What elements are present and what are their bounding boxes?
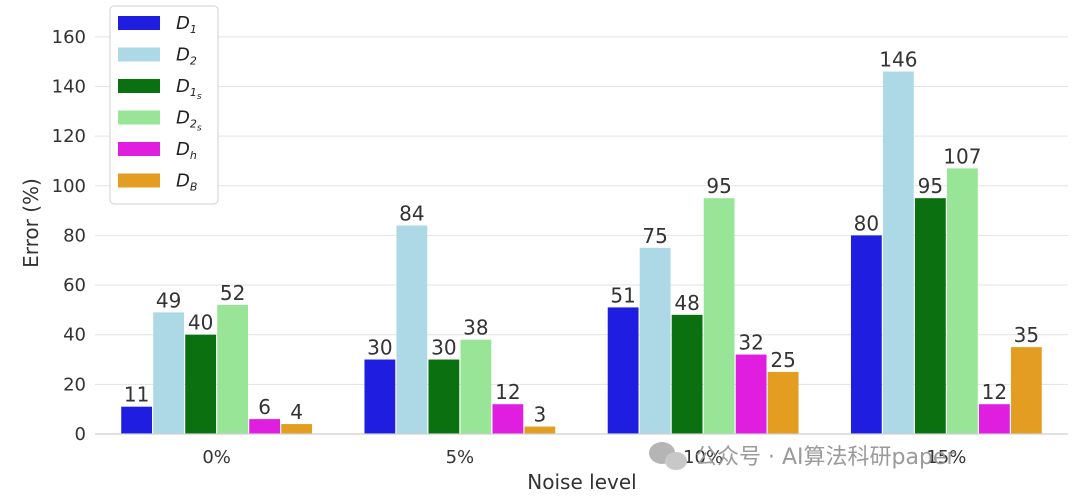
bar-value-label: 51 [610, 283, 635, 307]
watermark: 公众号 · AI算法科研paper [649, 442, 956, 470]
bar-value-label: 25 [770, 348, 795, 372]
bar [364, 359, 396, 434]
bar [978, 404, 1010, 434]
bar-value-label: 30 [367, 336, 392, 360]
bar [281, 424, 313, 434]
bar-value-label: 49 [156, 288, 181, 312]
bar [850, 235, 882, 434]
bar-value-label: 52 [220, 281, 245, 305]
bar [153, 312, 185, 434]
watermark-text: 公众号 · AI算法科研paper [695, 445, 956, 470]
x-tick-label: 15% [926, 447, 966, 468]
bar [492, 404, 524, 434]
bar-value-label: 146 [879, 48, 917, 72]
bar [946, 168, 978, 434]
bar [767, 371, 799, 434]
bar [428, 359, 460, 434]
bar-value-label: 11 [124, 383, 149, 407]
bar-labels-group: 11 49 40 52 6 4 30 84 30 38 12 3 51 75 48 95 32 25 80 146 95… [124, 48, 1039, 427]
y-tick-label: 120 [52, 126, 86, 147]
bar [671, 314, 703, 434]
wechat-icon [649, 442, 687, 470]
y-tick-label: 20 [63, 374, 86, 395]
bar-value-label: 48 [674, 291, 699, 315]
bar [1010, 347, 1042, 434]
x-tick-label: 5% [446, 447, 475, 468]
y-tick-label: 100 [52, 176, 86, 197]
bar-value-label: 95 [706, 174, 731, 198]
bar-value-label: 84 [399, 201, 424, 225]
bar-value-label: 38 [463, 316, 488, 340]
legend-swatch [118, 79, 160, 93]
bar [217, 304, 249, 434]
bar [396, 225, 428, 434]
legend-swatch [118, 47, 160, 62]
y-axis-title: Error (%) [19, 178, 43, 268]
bar-value-label: 95 [918, 174, 943, 198]
bar-value-label: 6 [258, 395, 271, 419]
x-tick-label: 0% [202, 447, 231, 468]
bar [249, 419, 281, 434]
y-tick-label: 60 [63, 275, 86, 296]
x-axis-title: Noise level [527, 470, 636, 494]
bar [460, 339, 492, 434]
bar-value-label: 32 [738, 331, 763, 355]
bar [735, 354, 767, 434]
bar-value-label: 40 [188, 311, 213, 335]
y-axis: 0 20 40 60 80 100 120 140 160 [52, 27, 86, 445]
legend-swatch [118, 173, 160, 188]
bar-value-label: 75 [642, 224, 667, 248]
x-axis: 0% 5% 10% 15% [202, 447, 966, 468]
bar-value-label: 12 [495, 380, 520, 404]
bar-value-label: 4 [290, 400, 303, 424]
bar-value-label: 12 [982, 380, 1007, 404]
grid-lines [95, 36, 1068, 385]
legend-swatch [118, 110, 160, 125]
bar [639, 247, 671, 434]
bar-value-label: 107 [943, 144, 981, 168]
bar [703, 198, 735, 434]
bar-value-label: 80 [854, 211, 879, 235]
bar [524, 426, 556, 434]
bar-value-label: 30 [431, 336, 456, 360]
y-tick-label: 140 [52, 76, 86, 97]
bar [607, 307, 639, 434]
y-tick-label: 40 [63, 325, 86, 346]
bar [121, 406, 153, 434]
y-tick-label: 160 [52, 27, 86, 48]
bar-value-label: 35 [1014, 323, 1039, 347]
legend-swatch [118, 16, 160, 30]
bar [882, 71, 914, 434]
y-tick-label: 0 [75, 424, 86, 445]
bar-value-label: 3 [534, 403, 547, 427]
x-tick-label: 10% [683, 447, 723, 468]
bar [914, 198, 946, 434]
y-tick-label: 80 [63, 225, 86, 246]
bar [185, 334, 217, 434]
bars-group [121, 71, 1042, 434]
legend-swatch [118, 142, 160, 156]
